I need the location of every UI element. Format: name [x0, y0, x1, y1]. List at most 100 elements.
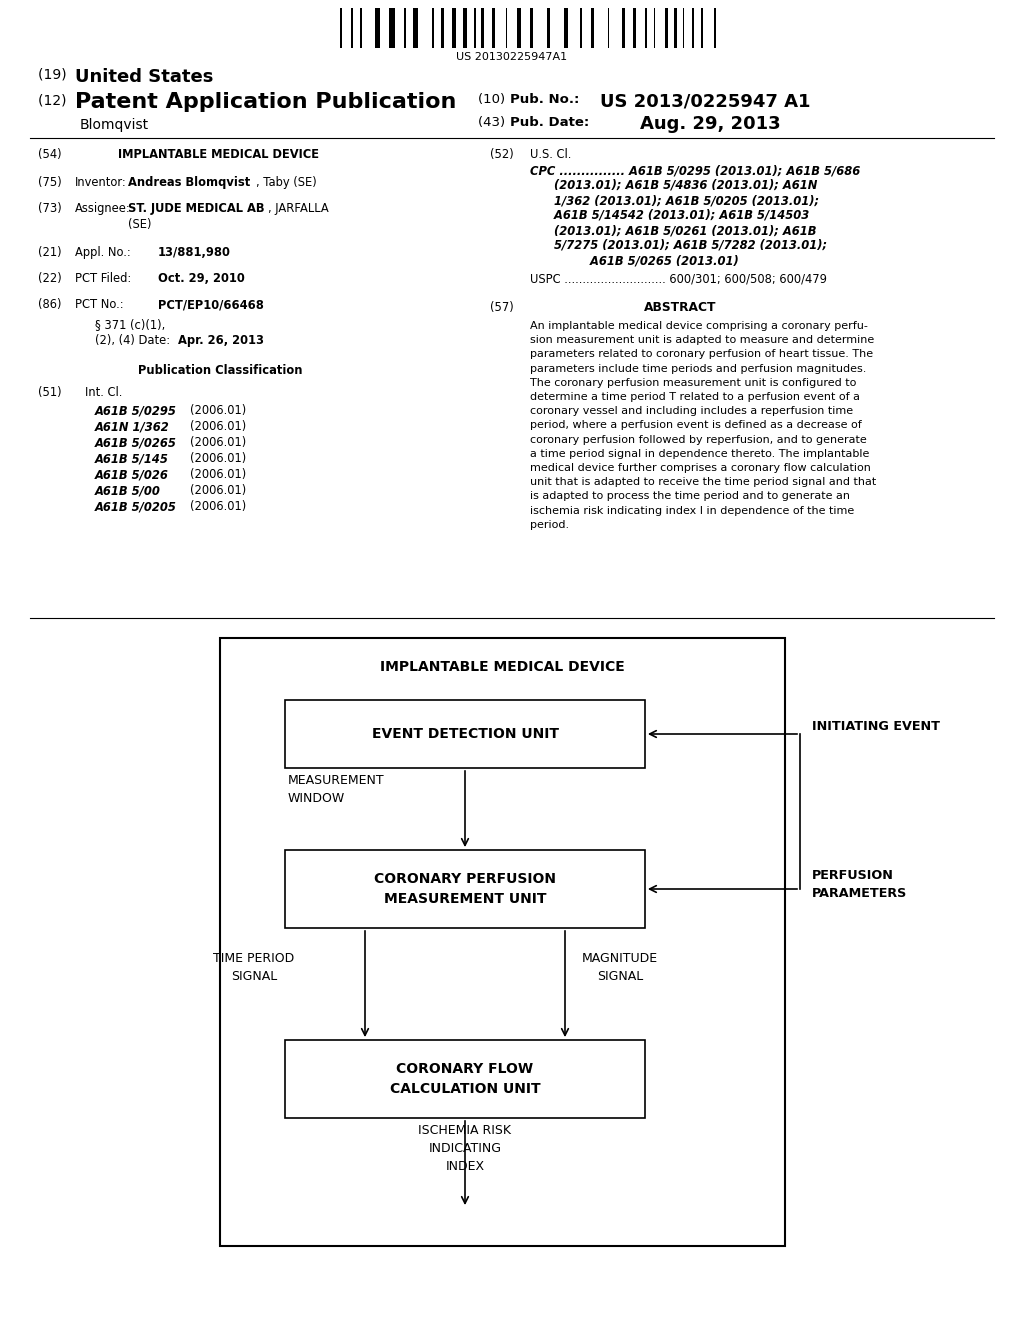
Text: (12): (12) [38, 92, 71, 107]
Text: A61B 5/0265: A61B 5/0265 [95, 436, 177, 449]
Text: (2006.01): (2006.01) [190, 436, 246, 449]
Text: ST. JUDE MEDICAL AB: ST. JUDE MEDICAL AB [128, 202, 264, 215]
Text: (2013.01); A61B 5/4836 (2013.01); A61N: (2013.01); A61B 5/4836 (2013.01); A61N [530, 180, 817, 191]
Bar [285, 850, 645, 928]
Text: The coronary perfusion measurement unit is configured to: The coronary perfusion measurement unit … [530, 378, 856, 388]
Text: Publication Classification: Publication Classification [138, 364, 302, 378]
Text: § 371 (c)(1),: § 371 (c)(1), [95, 318, 165, 331]
Text: ABSTRACT: ABSTRACT [644, 301, 716, 314]
Bar [691, 8, 694, 48]
Text: medical device further comprises a coronary flow calculation: medical device further comprises a coron… [530, 463, 870, 473]
Bar [432, 8, 433, 48]
Bar [351, 8, 353, 48]
Bar [714, 8, 716, 48]
Bar [493, 8, 496, 48]
Text: (2006.01): (2006.01) [190, 451, 246, 465]
Bar [517, 8, 521, 48]
Text: U.S. Cl.: U.S. Cl. [530, 148, 571, 161]
Text: 1/362 (2013.01); A61B 5/0205 (2013.01);: 1/362 (2013.01); A61B 5/0205 (2013.01); [530, 194, 819, 207]
Text: (51): (51) [38, 385, 61, 399]
Text: (21): (21) [38, 246, 61, 259]
Text: (19): (19) [38, 69, 71, 82]
Text: Blomqvist: Blomqvist [80, 117, 150, 132]
Text: Oct. 29, 2010: Oct. 29, 2010 [158, 272, 245, 285]
Text: PCT Filed:: PCT Filed: [75, 272, 131, 285]
Text: ischemia risk indicating index I in dependence of the time: ischemia risk indicating index I in depe… [530, 506, 854, 516]
Text: Patent Application Publication: Patent Application Publication [75, 92, 457, 112]
Text: parameters include time periods and perfusion magnitudes.: parameters include time periods and perf… [530, 363, 866, 374]
Text: A61B 5/0205: A61B 5/0205 [95, 500, 177, 513]
Text: A61B 5/00: A61B 5/00 [95, 484, 161, 498]
Text: (2006.01): (2006.01) [190, 484, 246, 498]
Text: Pub. Date:: Pub. Date: [510, 116, 589, 129]
Text: (22): (22) [38, 272, 61, 285]
Bar [674, 8, 677, 48]
Bar [375, 8, 380, 48]
Bar [506, 8, 508, 48]
Bar [634, 8, 636, 48]
Text: (10): (10) [478, 92, 509, 106]
Text: (2006.01): (2006.01) [190, 404, 246, 417]
Text: IMPLANTABLE MEDICAL DEVICE: IMPLANTABLE MEDICAL DEVICE [118, 148, 319, 161]
Text: CORONARY PERFUSION
MEASUREMENT UNIT: CORONARY PERFUSION MEASUREMENT UNIT [374, 871, 556, 907]
Text: USPC ............................ 600/301; 600/508; 600/479: USPC ............................ 600/30… [530, 273, 826, 286]
Text: (52): (52) [490, 148, 514, 161]
Text: CORONARY FLOW
CALCULATION UNIT: CORONARY FLOW CALCULATION UNIT [390, 1061, 541, 1097]
Text: Inventor:: Inventor: [75, 176, 127, 189]
Text: Int. Cl.: Int. Cl. [85, 385, 123, 399]
Text: (86): (86) [38, 298, 61, 312]
Bar [564, 8, 568, 48]
Text: ISCHEMIA RISK
INDICATING
INDEX: ISCHEMIA RISK INDICATING INDEX [419, 1125, 512, 1173]
Text: MEASUREMENT
WINDOW: MEASUREMENT WINDOW [288, 775, 385, 805]
Text: (57): (57) [490, 301, 514, 314]
Bar [481, 8, 484, 48]
Bar [653, 8, 655, 48]
Text: a time period signal in dependence thereto. The implantable: a time period signal in dependence there… [530, 449, 869, 459]
Text: (2006.01): (2006.01) [190, 500, 246, 513]
Bar [623, 8, 625, 48]
Text: United States: United States [75, 69, 213, 86]
Text: (75): (75) [38, 176, 61, 189]
Text: US 2013/0225947 A1: US 2013/0225947 A1 [600, 92, 811, 110]
Bar [665, 8, 668, 48]
Text: An implantable medical device comprising a coronary perfu-: An implantable medical device comprising… [530, 321, 868, 331]
Text: US 20130225947A1: US 20130225947A1 [457, 51, 567, 62]
Text: is adapted to process the time period and to generate an: is adapted to process the time period an… [530, 491, 850, 502]
Text: IMPLANTABLE MEDICAL DEVICE: IMPLANTABLE MEDICAL DEVICE [380, 660, 625, 675]
Bar [683, 8, 684, 48]
Bar [389, 8, 395, 48]
Text: sion measurement unit is adapted to measure and determine: sion measurement unit is adapted to meas… [530, 335, 874, 346]
Bar [645, 8, 647, 48]
Bar [403, 8, 406, 48]
Text: MAGNITUDE
SIGNAL: MAGNITUDE SIGNAL [582, 953, 658, 983]
Text: determine a time period T related to a perfusion event of a: determine a time period T related to a p… [530, 392, 860, 403]
Text: 13/881,980: 13/881,980 [158, 246, 230, 259]
Text: (2006.01): (2006.01) [190, 469, 246, 480]
Bar [285, 1040, 645, 1118]
Text: PCT No.:: PCT No.: [75, 298, 124, 312]
Text: Assignee:: Assignee: [75, 202, 131, 215]
Text: PERFUSION
PARAMETERS: PERFUSION PARAMETERS [812, 869, 907, 900]
Bar [440, 8, 443, 48]
Bar [413, 8, 419, 48]
Text: Pub. No.:: Pub. No.: [510, 92, 584, 106]
Text: Apr. 26, 2013: Apr. 26, 2013 [178, 334, 264, 347]
Text: EVENT DETECTION UNIT: EVENT DETECTION UNIT [372, 727, 558, 741]
Text: A61B 5/0295: A61B 5/0295 [95, 404, 177, 417]
Text: , JARFALLA: , JARFALLA [268, 202, 329, 215]
Text: Aug. 29, 2013: Aug. 29, 2013 [640, 115, 780, 133]
Text: period.: period. [530, 520, 569, 529]
Text: (73): (73) [38, 202, 61, 215]
Text: INITIATING EVENT: INITIATING EVENT [812, 719, 940, 733]
Text: coronary perfusion followed by reperfusion, and to generate: coronary perfusion followed by reperfusi… [530, 434, 866, 445]
Text: Appl. No.:: Appl. No.: [75, 246, 131, 259]
Text: (2013.01); A61B 5/0261 (2013.01); A61B: (2013.01); A61B 5/0261 (2013.01); A61B [530, 224, 816, 238]
Text: period, where a perfusion event is defined as a decrease of: period, where a perfusion event is defin… [530, 420, 862, 430]
Bar [591, 8, 594, 48]
Text: (54): (54) [38, 148, 61, 161]
Text: Andreas Blomqvist: Andreas Blomqvist [128, 176, 250, 189]
Text: A61B 5/14542 (2013.01); A61B 5/14503: A61B 5/14542 (2013.01); A61B 5/14503 [530, 209, 809, 222]
Bar [580, 8, 583, 48]
Bar [360, 8, 361, 48]
Text: A61B 5/0265 (2013.01): A61B 5/0265 (2013.01) [530, 253, 738, 267]
